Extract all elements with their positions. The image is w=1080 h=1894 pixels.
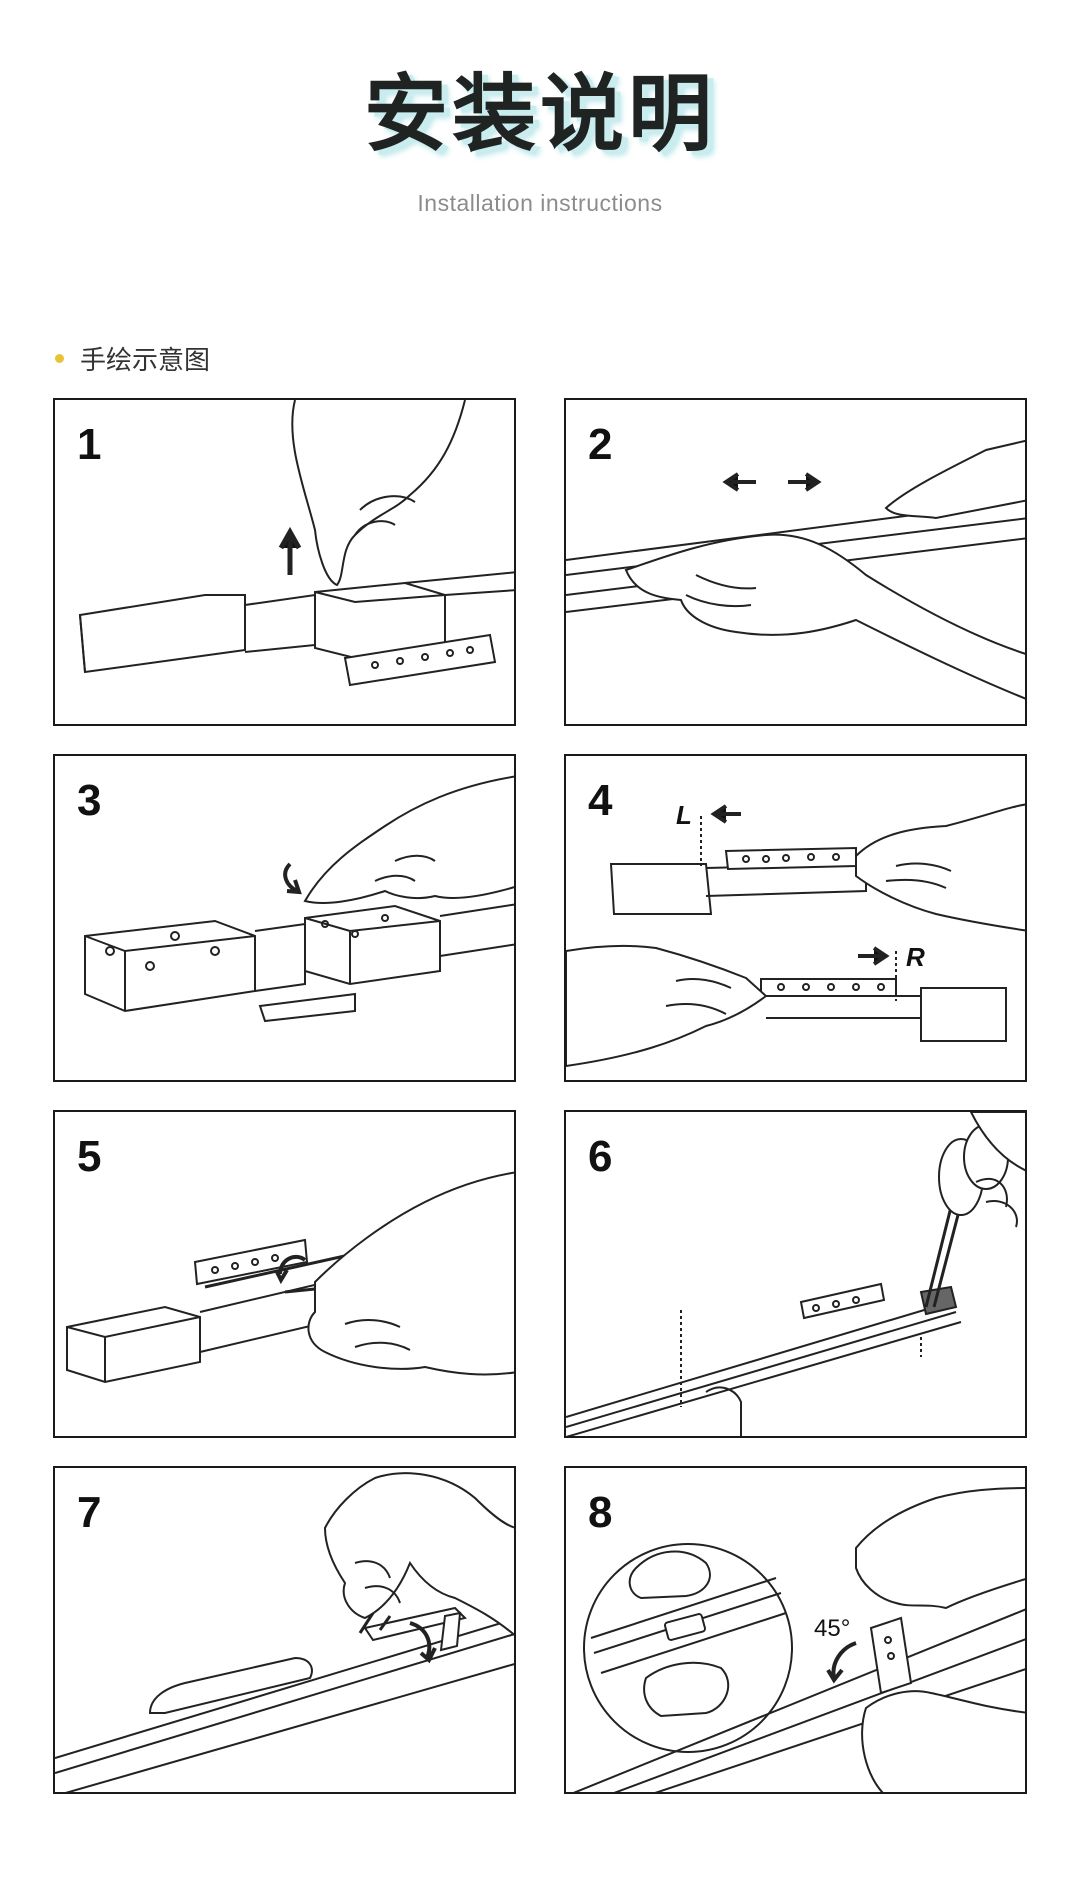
angle-label: 45°	[814, 1615, 850, 1642]
step-panel-1: 1	[53, 398, 516, 726]
right-mark-label: R	[906, 942, 925, 972]
bullet-dot-icon	[55, 354, 64, 363]
step-panel-4: L R 4	[564, 754, 1027, 1082]
step-number: 1	[77, 420, 102, 469]
step-panel-6: 6	[564, 1110, 1027, 1438]
step-number: 6	[588, 1132, 613, 1181]
step-panel-8: 45° 8	[564, 1466, 1027, 1794]
step-panel-3: 3	[53, 754, 516, 1082]
section-heading: 手绘示意图	[55, 340, 210, 377]
step-number: 7	[77, 1488, 102, 1537]
step-number: 2	[588, 420, 613, 469]
step-1-illustration	[78, 400, 514, 687]
step-7-illustration	[55, 1472, 514, 1792]
step-number: 8	[588, 1488, 613, 1537]
step-panel-7: 7	[53, 1466, 516, 1794]
page-title: 安装说明	[363, 65, 716, 163]
step-number: 3	[77, 776, 102, 825]
left-mark-label: L	[676, 800, 692, 830]
step-number: 4	[588, 776, 613, 825]
step-number: 5	[77, 1132, 102, 1181]
step-6-illustration	[566, 1112, 1025, 1436]
page-header: 安装说明 Installation instructions	[0, 72, 1080, 217]
step-8-illustration: 45°	[573, 1487, 1025, 1792]
page-subtitle: Installation instructions	[417, 190, 663, 216]
step-3-illustration	[84, 775, 514, 1023]
section-label: 手绘示意图	[80, 346, 211, 376]
step-panel-5: 5	[53, 1110, 516, 1438]
step-4-illustration: L R	[566, 800, 1025, 1068]
step-5-illustration	[66, 1171, 514, 1384]
step-2-illustration	[566, 439, 1025, 700]
step-panel-2: 2	[564, 398, 1027, 726]
